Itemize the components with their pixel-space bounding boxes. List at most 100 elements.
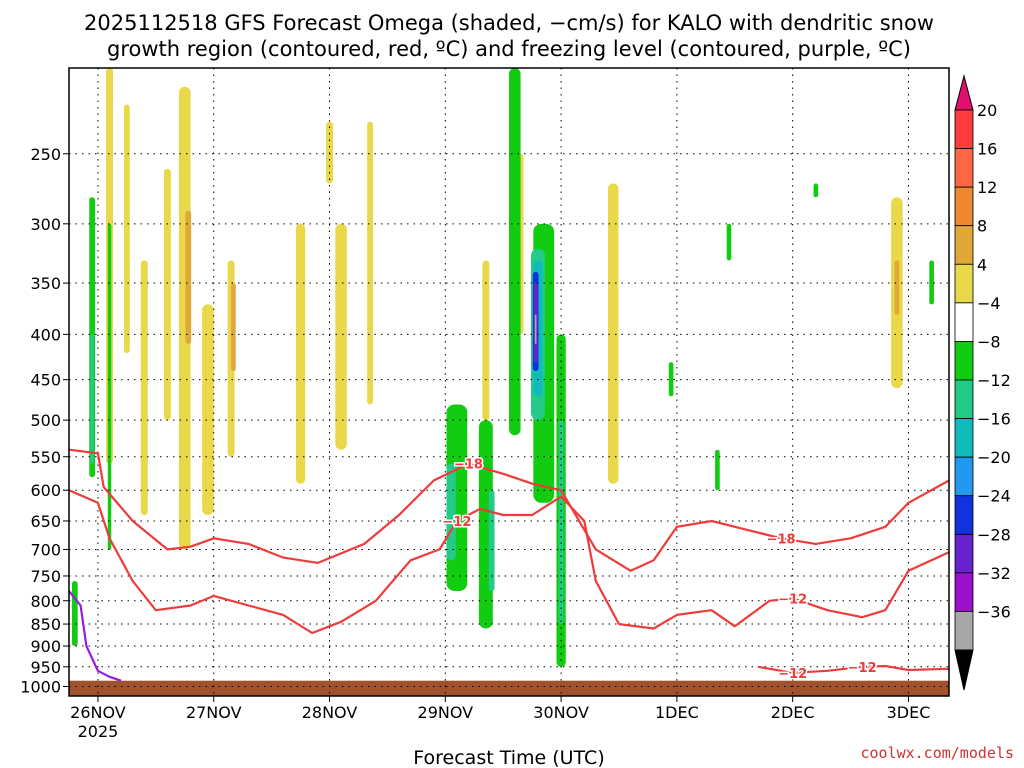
colorbar-swatch	[954, 302, 974, 342]
colorbar-label: −12	[977, 371, 1011, 390]
y-tick-label: 800	[30, 592, 61, 611]
dgz-contour-label: −12	[848, 661, 877, 676]
x-tick-label: 26NOV	[70, 703, 126, 722]
omega-cell	[202, 304, 214, 516]
colorbar-label: −20	[977, 448, 1011, 467]
colorbar-swatch	[954, 495, 974, 535]
omega-cell	[482, 260, 490, 421]
omega-cell	[608, 183, 619, 484]
colorbar-label: −36	[977, 602, 1011, 621]
x-tick-label: 28NOV	[302, 703, 358, 722]
y-tick-label: 700	[30, 540, 61, 559]
colorbar-swatch	[954, 379, 974, 419]
colorbar-label: −8	[977, 332, 1001, 351]
omega-cell	[295, 223, 306, 484]
dgz-contour-label: −18	[767, 532, 796, 547]
dgz-contour-line	[68, 448, 950, 572]
colorbar-swatch	[954, 418, 974, 458]
y-tick-label: 850	[30, 615, 61, 634]
x-tick-label: 3DEC	[887, 703, 931, 722]
colorbar-top-arrow	[954, 74, 974, 111]
omega-cell	[185, 210, 192, 344]
y-tick-label: 450	[30, 371, 61, 390]
omega-shading-layer	[71, 68, 934, 667]
colorbar-bottom-arrow	[954, 649, 974, 691]
omega-cell	[668, 362, 674, 397]
omega-cell	[894, 260, 900, 315]
terrain-fill	[69, 680, 949, 696]
colorbar-label: 20	[977, 101, 997, 120]
omega-cell	[124, 104, 130, 354]
source-credit: coolwx.com/models	[860, 744, 1014, 762]
y-tick-label: 950	[30, 658, 61, 677]
colorbar-swatch	[954, 456, 974, 497]
colorbar-swatch	[954, 533, 974, 574]
y-tick-label: 600	[30, 481, 61, 500]
y-tick-label: 350	[30, 274, 61, 293]
colorbar-label: 12	[977, 178, 997, 197]
chart-title-line2: growth region (contoured, red, ºC) and f…	[107, 37, 911, 61]
omega-cell	[90, 334, 94, 464]
colorbar-swatch	[954, 225, 974, 265]
omega-cell	[179, 86, 191, 550]
colorbar-label: −4	[977, 294, 1001, 313]
omega-cell	[509, 68, 521, 436]
y-tick-label: 1000	[20, 678, 61, 697]
omega-cell	[726, 223, 732, 261]
x-tick-label: 29NOV	[418, 703, 474, 722]
colorbar-label: 8	[977, 217, 987, 236]
y-tick-label: 400	[30, 325, 61, 344]
chart-title-line1: 2025112518 GFS Forecast Omega (shaded, −…	[84, 11, 934, 35]
omega-cell	[813, 183, 819, 198]
y-tick-label: 500	[30, 411, 61, 430]
plot-frame	[68, 67, 950, 697]
x-tick-label: 1DEC	[655, 703, 699, 722]
dgz-contour-label: −12	[778, 667, 807, 682]
y-tick-label: 300	[30, 215, 61, 234]
x-tick-label: 27NOV	[186, 703, 242, 722]
x-tick-label: 30NOV	[533, 703, 589, 722]
omega-cell	[488, 490, 495, 592]
omega-cell	[107, 223, 112, 550]
omega-cell	[140, 260, 148, 516]
y-tick-label: 550	[30, 448, 61, 467]
colorbar-legend: 20 16 12 8 4 −4 −8 −12 −16 −20 −24 −28 −32 −36	[954, 74, 1011, 691]
omega-cell	[715, 449, 720, 491]
omega-cell	[558, 420, 564, 625]
dgz-contour-label: −18	[454, 458, 483, 473]
omega-cell	[231, 283, 236, 372]
omega-cell	[335, 223, 347, 450]
colorbar-swatch	[954, 611, 974, 651]
colorbar-swatch	[954, 186, 974, 227]
y-tick-label: 650	[30, 512, 61, 531]
y-axis-pressure: 250 300 350 400 450 500 550 600 650 700 750 800 850 9…	[20, 145, 69, 697]
colorbar-swatch	[954, 148, 974, 188]
colorbar-label: −16	[977, 410, 1011, 429]
dgz-contour-label: −12	[442, 515, 471, 530]
freezing-level-contour	[68, 590, 122, 682]
x-tick-sublabel: 2025	[78, 722, 119, 741]
colorbar-swatch	[954, 263, 974, 304]
colorbar-label: −32	[977, 564, 1011, 583]
omega-cell	[71, 581, 78, 647]
x-tick-label: 2DEC	[771, 703, 815, 722]
omega-cell	[929, 260, 934, 305]
dgz-contour-line	[757, 664, 950, 674]
y-tick-label: 750	[30, 567, 61, 586]
grid-lines	[69, 68, 949, 696]
colorbar-label: 4	[977, 255, 987, 274]
omega-cell	[163, 168, 171, 421]
colorbar-swatch	[954, 109, 974, 149]
colorbar-swatch	[954, 572, 974, 612]
colorbar-label: −28	[977, 525, 1011, 544]
colorbar-label: 16	[977, 140, 997, 159]
colorbar-swatch	[954, 341, 974, 381]
contour-layer: −18 −18 −12 −12 −12 −12	[68, 448, 950, 683]
dgz-contour-label: −12	[778, 592, 807, 607]
x-axis-label: Forecast Time (UTC)	[413, 747, 604, 768]
omega-cell	[534, 314, 537, 344]
colorbar-label: −24	[977, 487, 1011, 506]
dgz-contour-line	[68, 489, 950, 635]
